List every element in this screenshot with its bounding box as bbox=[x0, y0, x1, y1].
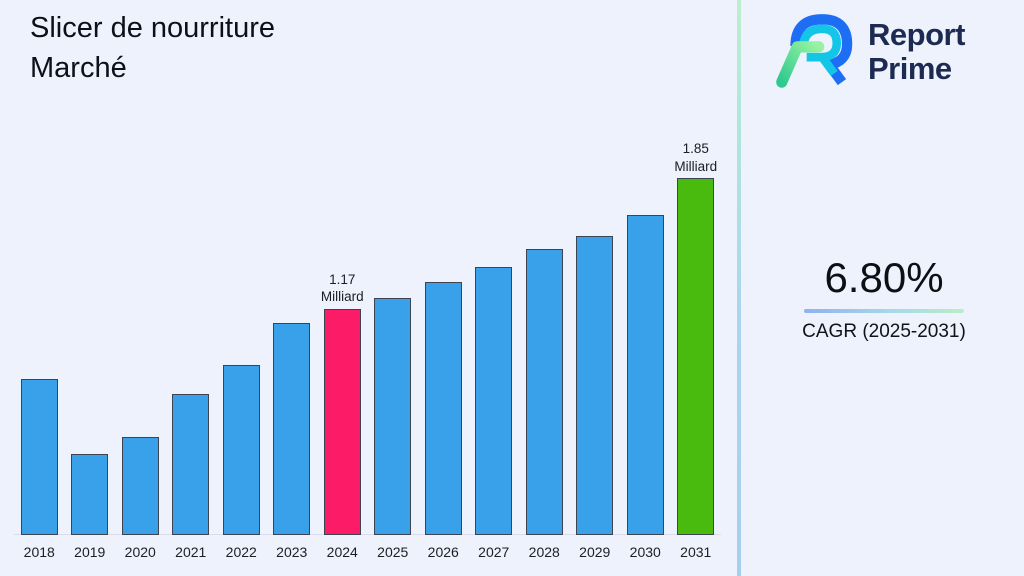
cagr-label: CAGR (2025-2031) bbox=[802, 321, 966, 342]
cagr-value: 6.80% bbox=[824, 254, 944, 301]
bar-2022 bbox=[222, 365, 260, 535]
bar-slot-2029: 2029 bbox=[570, 140, 621, 560]
bar-slot-2021: 2021 bbox=[166, 140, 217, 560]
bar-2027 bbox=[475, 267, 513, 535]
bar-2026 bbox=[424, 282, 462, 535]
x-axis-label-2027: 2027 bbox=[478, 544, 510, 560]
bar-slot-2025: 2025 bbox=[368, 140, 419, 560]
chart-bars: 2018 2019 2020 2021 2022 2023 1.17 Milliard 2024… bbox=[14, 140, 721, 560]
brand-name: Report Prime bbox=[868, 18, 965, 85]
x-axis-label-2018: 2018 bbox=[23, 544, 55, 560]
bar-slot-2020: 2020 bbox=[115, 140, 166, 560]
bar-2020 bbox=[121, 437, 159, 535]
bar-2030 bbox=[626, 215, 664, 535]
report-prime-logo-icon bbox=[774, 8, 860, 95]
bar-chart: 2018 2019 2020 2021 2022 2023 1.17 Milliard 2024… bbox=[14, 140, 721, 560]
bar-slot-2030: 2030 bbox=[620, 140, 671, 560]
x-axis-label-2030: 2030 bbox=[629, 544, 661, 560]
brand-name-line2: Prime bbox=[868, 50, 952, 86]
x-axis-label-2020: 2020 bbox=[124, 544, 156, 560]
bar-2028 bbox=[525, 249, 563, 535]
bar-slot-2028: 2028 bbox=[519, 140, 570, 560]
bar-2019 bbox=[71, 454, 109, 535]
bar-value-label-2031: 1.85 Milliard bbox=[674, 141, 718, 174]
bar-2031 bbox=[677, 178, 715, 535]
chart-baseline bbox=[14, 534, 721, 535]
x-axis-label-2025: 2025 bbox=[377, 544, 409, 560]
bar-slot-2031: 1.85 Milliard 2031 bbox=[671, 140, 722, 560]
x-axis-label-2029: 2029 bbox=[579, 544, 611, 560]
x-axis-label-2021: 2021 bbox=[175, 544, 207, 560]
x-axis-label-2026: 2026 bbox=[427, 544, 459, 560]
bar-2021 bbox=[172, 394, 210, 535]
bar-slot-2027: 2027 bbox=[469, 140, 520, 560]
bar-2024 bbox=[323, 309, 361, 535]
bar-value-label-2024: 1.17 Milliard bbox=[320, 271, 364, 305]
bar-slot-2022: 2022 bbox=[216, 140, 267, 560]
bar-slot-2026: 2026 bbox=[418, 140, 469, 560]
bar-2029 bbox=[576, 236, 614, 535]
cagr-block: 6.80% CAGR (2025-2031) bbox=[774, 254, 994, 343]
page-title-line1: Slicer de nourriture bbox=[30, 12, 275, 44]
bar-2018 bbox=[20, 379, 58, 535]
brand-block: Report Prime bbox=[774, 8, 965, 95]
x-axis-label-2019: 2019 bbox=[74, 544, 106, 560]
brand-name-line1: Report bbox=[868, 17, 965, 53]
x-axis-label-2024: 2024 bbox=[326, 544, 358, 560]
vertical-divider bbox=[737, 0, 741, 576]
bar-slot-2023: 2023 bbox=[267, 140, 318, 560]
x-axis-label-2022: 2022 bbox=[225, 544, 257, 560]
page-title: Slicer de nourriture Marché bbox=[30, 8, 275, 88]
bar-2025 bbox=[374, 298, 412, 535]
bar-slot-2018: 2018 bbox=[14, 140, 65, 560]
x-axis-label-2023: 2023 bbox=[276, 544, 308, 560]
cagr-underline bbox=[804, 309, 964, 313]
page-title-line2: Marché bbox=[30, 52, 127, 85]
x-axis-label-2031: 2031 bbox=[680, 544, 712, 560]
bar-slot-2024: 1.17 Milliard 2024 bbox=[317, 140, 368, 560]
bar-2023 bbox=[273, 323, 311, 535]
bar-slot-2019: 2019 bbox=[65, 140, 116, 560]
x-axis-label-2028: 2028 bbox=[528, 544, 560, 560]
